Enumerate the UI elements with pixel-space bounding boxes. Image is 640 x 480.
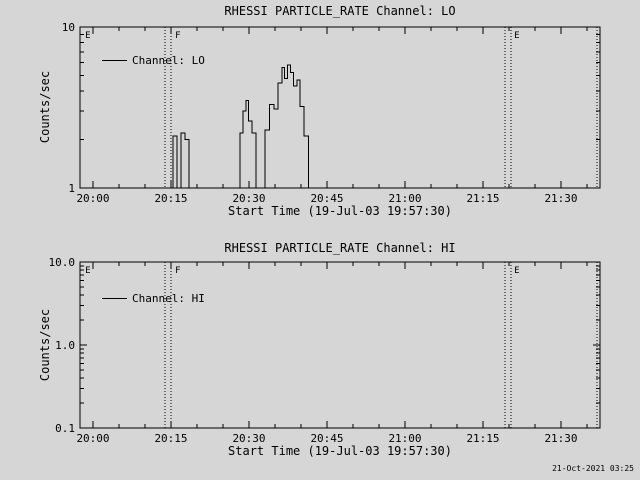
x-tick-label: 20:00 xyxy=(76,192,109,205)
legend-hi: Channel: HI xyxy=(102,290,205,306)
x-tick-label: 20:00 xyxy=(76,432,109,445)
flag-label: E xyxy=(514,31,519,41)
plot-frame xyxy=(79,26,601,189)
x-tick-label: 20:15 xyxy=(154,192,187,205)
y-axis-label-hi: Counts/sec xyxy=(38,308,52,382)
x-tick-label: 20:45 xyxy=(310,192,343,205)
legend-line-sample xyxy=(102,297,127,299)
chart-hi: 20:00 20:15 20:30 20:45 21:00 21:15 21:30 0.1 1.… xyxy=(0,232,640,480)
legend-lo: Channel: LO xyxy=(102,52,205,68)
flag-label: E xyxy=(85,31,90,41)
x-tick-label: 21:15 xyxy=(466,432,499,445)
legend-line-sample xyxy=(102,59,127,61)
plot-area-lo: 20:00 20:15 20:30 20:45 21:00 21:15 21:30 1 10 E F… xyxy=(62,21,601,205)
y-tick-label: 1 xyxy=(68,182,75,195)
legend-label-hi: Channel: HI xyxy=(132,291,205,305)
flag-label: F xyxy=(175,31,180,41)
x-tick-label: 21:30 xyxy=(544,192,577,205)
y-tick-label: 1.0 xyxy=(55,339,75,352)
y-axis-label-lo: Counts/sec xyxy=(38,70,52,144)
x-tick-label: 21:15 xyxy=(466,192,499,205)
y-tick-label: 10 xyxy=(62,21,75,34)
plot-frame xyxy=(79,261,601,429)
plot-area-hi: 20:00 20:15 20:30 20:45 21:00 21:15 21:30 0.1 1.… xyxy=(49,256,601,445)
x-tick-label: 21:00 xyxy=(388,432,421,445)
chart-title-hi: RHESSI PARTICLE_RATE Channel: HI xyxy=(224,241,456,255)
x-tick-label: 20:30 xyxy=(232,192,265,205)
y-tick-label: 10.0 xyxy=(49,256,76,269)
chart-lo: 20:00 20:15 20:30 20:45 21:00 21:15 21:30 1 10 E F… xyxy=(0,0,640,232)
x-axis-label-lo: Start Time (19-Jul-03 19:57:30) xyxy=(228,204,452,218)
flag-label: F xyxy=(175,266,180,276)
chart-title-lo: RHESSI PARTICLE_RATE Channel: LO xyxy=(224,4,456,18)
x-tick-label: 21:30 xyxy=(544,432,577,445)
flag-label: E xyxy=(514,266,519,276)
x-tick-label: 20:15 xyxy=(154,432,187,445)
x-axis-label-hi: Start Time (19-Jul-03 19:57:30) xyxy=(228,444,452,458)
y-tick-label: 0.1 xyxy=(55,422,75,435)
x-tick-label: 21:00 xyxy=(388,192,421,205)
creation-timestamp: 21-Oct-2021 03:25 xyxy=(552,464,634,473)
flag-label: E xyxy=(85,266,90,276)
data-series xyxy=(80,64,600,188)
legend-label-lo: Channel: LO xyxy=(132,53,205,67)
x-tick-label: 20:30 xyxy=(232,432,265,445)
x-tick-label: 20:45 xyxy=(310,432,343,445)
